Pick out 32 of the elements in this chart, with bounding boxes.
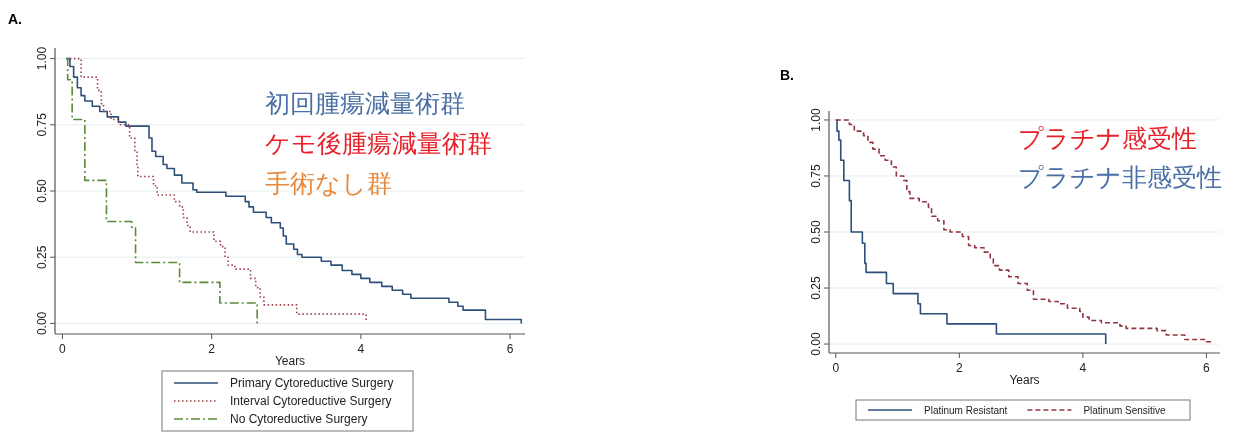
x-tick-label: 2	[955, 361, 963, 375]
y-tick-label: 0.50	[809, 220, 823, 244]
y-tick-label: 1.00	[35, 46, 49, 71]
y-tick-label: 0.75	[809, 163, 823, 188]
y-tick-label: 0.25	[809, 276, 823, 300]
x-tick-label: 0	[832, 361, 840, 375]
annotation: 手術なし群	[265, 169, 392, 198]
chart-title: A.	[8, 11, 22, 27]
y-tick-label: 1.00	[809, 107, 823, 132]
legend-label: Interval Cytoreductive Surgery	[230, 394, 392, 409]
y-tick-label: 0.75	[35, 112, 49, 137]
y-tick-label: 0.00	[809, 332, 823, 356]
x-tick-label: 6	[506, 342, 514, 356]
annotation: ケモ後腫瘍減量術群	[265, 129, 492, 158]
x-axis-title: Years	[1009, 373, 1040, 387]
x-tick-label: 6	[1203, 361, 1211, 375]
legend-label: No Cytoreductive Surgery	[230, 412, 368, 427]
y-tick-label: 0.50	[35, 179, 49, 203]
legend-label: Primary Cytoreductive Surgery	[230, 376, 394, 391]
chart-title: B.	[780, 67, 794, 83]
x-tick-label: 4	[1079, 361, 1087, 375]
x-axis-title: Years	[274, 354, 306, 368]
annotation: プラチナ非感受性	[1018, 163, 1222, 192]
x-tick-label: 4	[357, 342, 365, 356]
legend-label: Platinum Resistant	[924, 404, 1008, 416]
annotation: 初回腫瘍減量術群	[265, 89, 465, 118]
x-tick-label: 2	[208, 342, 216, 356]
legend-label: Platinum Sensitive	[1083, 404, 1167, 416]
y-tick-label: 0.00	[35, 311, 49, 336]
y-tick-label: 0.25	[35, 245, 49, 269]
x-tick-label: 0	[59, 342, 67, 356]
annotation: プラチナ感受性	[1018, 124, 1197, 153]
